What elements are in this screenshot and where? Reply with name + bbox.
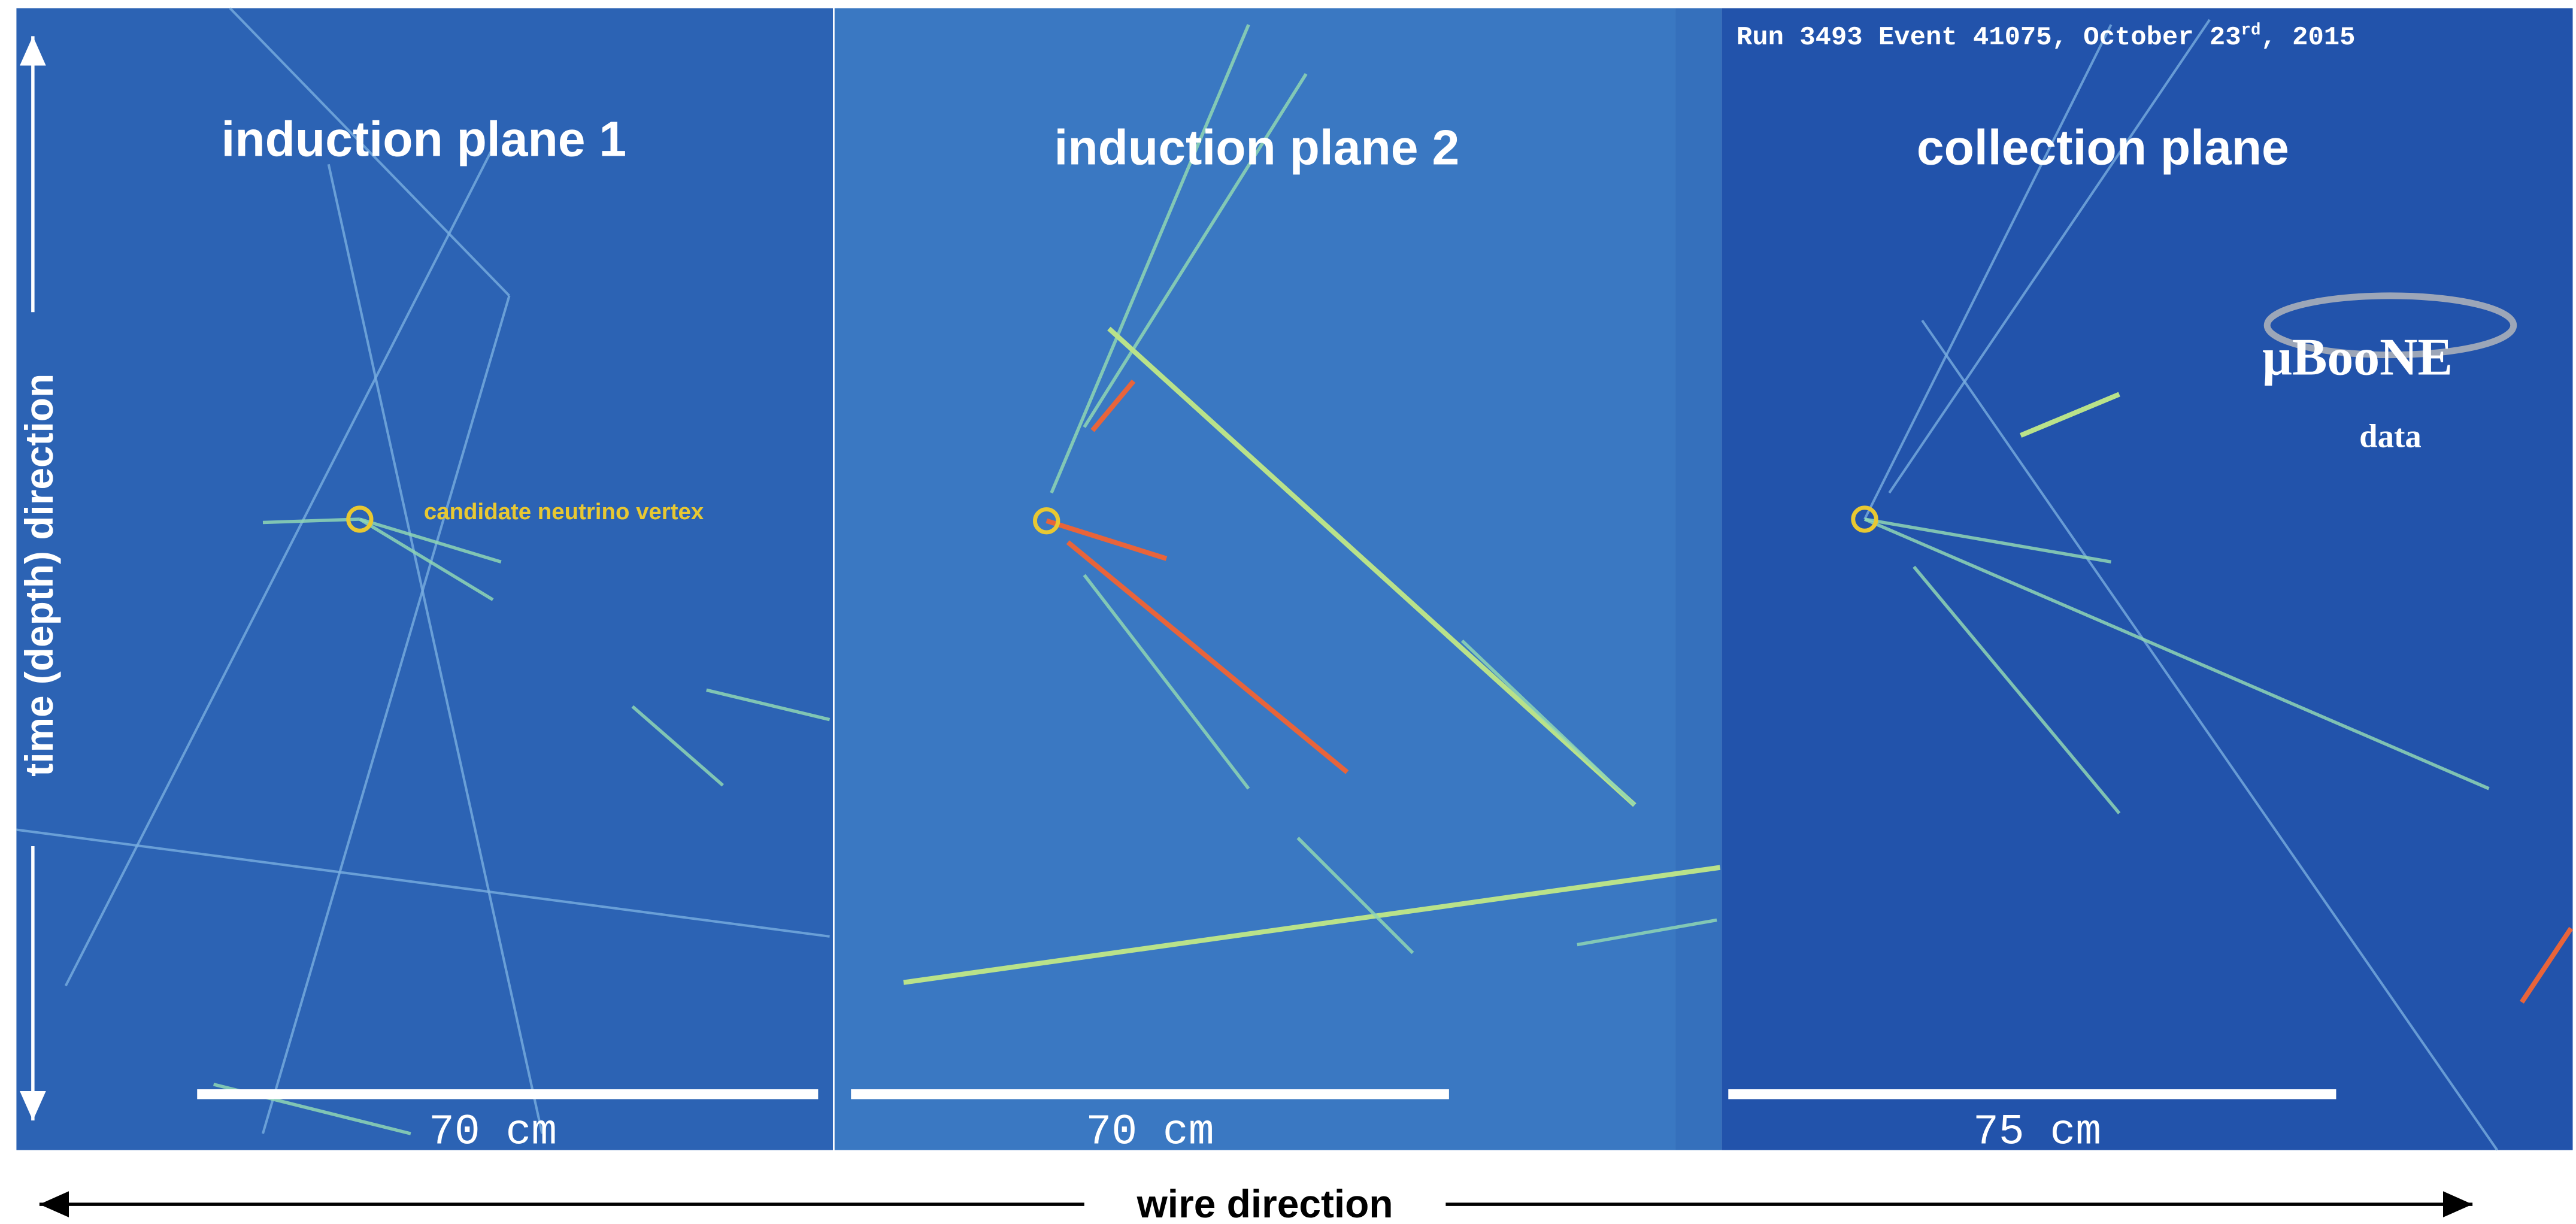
scale-bar (197, 1089, 818, 1099)
logo-name: μBooNE (2262, 328, 2453, 386)
panel-title: induction plane 1 (222, 112, 627, 167)
panel-background (835, 8, 1676, 1150)
run-tail: , 2015 (2260, 23, 2355, 53)
run-superscript: rd (2241, 22, 2261, 40)
event-display: induction plane 1 induction plane 2 coll… (0, 0, 2576, 1224)
run-text: Run 3493 Event 41075, October 23 (1736, 23, 2241, 53)
vertex-label: candidate neutrino vertex (424, 499, 704, 525)
vertical-axis-label: time (depth) direction (17, 374, 61, 777)
panel-background (1722, 8, 2572, 1150)
scale-bar (851, 1089, 1449, 1099)
scale-bar (1728, 1089, 2336, 1099)
run-label: Run 3493 Event 41075, October 23rd, 2015 (1736, 22, 2355, 53)
logo-subtitle: data (2359, 417, 2422, 454)
panel-title: collection plane (1917, 120, 2289, 175)
panel-background (1675, 8, 1722, 1150)
panel-title: induction plane 2 (1054, 120, 1460, 175)
scale-label: 70 cm (1086, 1109, 1214, 1157)
horizontal-axis-label: wire direction (1137, 1181, 1393, 1224)
scale-label: 75 cm (1973, 1109, 2101, 1157)
scale-label: 70 cm (429, 1109, 557, 1157)
